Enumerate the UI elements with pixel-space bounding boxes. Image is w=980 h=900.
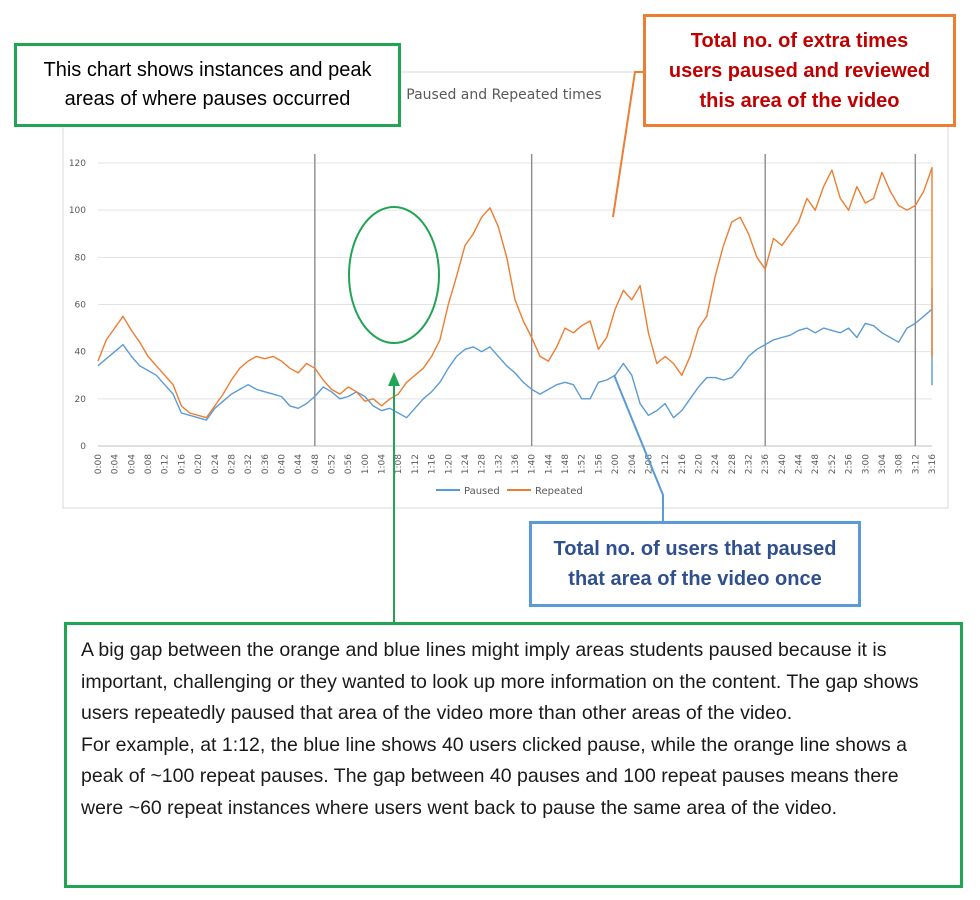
x-tick-label: 1:08 bbox=[394, 454, 404, 474]
x-tick-label: 0:00 bbox=[94, 454, 104, 474]
x-tick-label: 1:24 bbox=[461, 454, 471, 474]
y-tick-label: 80 bbox=[75, 253, 87, 263]
x-tick-label: 0:40 bbox=[277, 454, 287, 474]
x-tick-label: 3:08 bbox=[895, 454, 905, 474]
x-tick-label: 2:28 bbox=[728, 454, 738, 474]
gridlines bbox=[98, 162, 932, 447]
x-tick-label: 1:28 bbox=[478, 454, 488, 474]
y-tick-label: 120 bbox=[69, 159, 86, 169]
connector-blue bbox=[613, 374, 664, 521]
chart-title: Paused and Repeated times bbox=[406, 87, 601, 103]
x-tick-label: 2:00 bbox=[611, 454, 621, 474]
x-tick-label: 1:12 bbox=[411, 454, 421, 474]
x-tick-label: 0:16 bbox=[177, 454, 187, 474]
x-tick-label: 1:16 bbox=[428, 454, 438, 474]
x-tick-label: 0:04 bbox=[127, 454, 137, 474]
x-tick-label: 1:44 bbox=[544, 454, 554, 474]
x-tick-label: 0:32 bbox=[244, 454, 254, 474]
connector-orange bbox=[612, 71, 643, 218]
callout-paused-text: Total no. of users that paused that area… bbox=[553, 538, 837, 590]
x-tick-label: 0:56 bbox=[344, 454, 354, 474]
example-paragraph: For example, at 1:12, the blue line show… bbox=[81, 733, 907, 819]
gap-explanation-paragraph: A big gap between the orange and blue li… bbox=[81, 639, 919, 724]
x-tick-label: 0:48 bbox=[311, 454, 321, 474]
x-tick-label: 1:32 bbox=[494, 454, 504, 474]
x-tick-label: 0:52 bbox=[328, 454, 338, 474]
y-tick-label: 100 bbox=[69, 206, 86, 216]
x-axis-tick-labels: 0:00 0:04 0:04 0:08 0:12 0:16 0:20 0:24 0:28 0:32… bbox=[94, 454, 938, 474]
x-tick-label: 1:00 bbox=[361, 454, 371, 474]
x-tick-label: 0:12 bbox=[161, 454, 171, 474]
x-tick-label: 2:56 bbox=[845, 454, 855, 474]
x-tick-label: 2:36 bbox=[761, 454, 771, 474]
series-line-repeated bbox=[97, 166, 933, 419]
x-tick-label: 3:04 bbox=[878, 454, 888, 474]
connector-green bbox=[388, 372, 400, 622]
x-tick-label: 1:52 bbox=[578, 454, 588, 474]
callout-gap-explanation: A big gap between the orange and blue li… bbox=[64, 622, 963, 888]
x-tick-label: 0:20 bbox=[194, 454, 204, 474]
y-tick-label: 60 bbox=[75, 301, 87, 311]
x-tick-label: 0:04 bbox=[111, 454, 121, 474]
x-tick-label: 0:44 bbox=[294, 454, 304, 474]
callout-repeated-explanation: Total no. of extra times users paused an… bbox=[643, 14, 956, 127]
callout-chart-description-text: This chart shows instances and peak area… bbox=[43, 59, 372, 110]
x-tick-label: 2:24 bbox=[711, 454, 721, 474]
x-tick-label: 1:48 bbox=[561, 454, 571, 474]
x-tick-label: 1:56 bbox=[594, 454, 604, 474]
x-tick-label: 0:08 bbox=[144, 454, 154, 474]
x-tick-label: 2:52 bbox=[828, 454, 838, 474]
x-tick-label: 3:12 bbox=[911, 454, 921, 474]
x-tick-label: 0:24 bbox=[211, 454, 221, 474]
y-tick-label: 0 bbox=[80, 442, 86, 452]
x-tick-label: 3:00 bbox=[861, 454, 871, 474]
y-tick-label: 40 bbox=[75, 348, 87, 358]
arrowhead-icon bbox=[388, 372, 400, 386]
chart-frame bbox=[62, 71, 949, 509]
series-line-paused bbox=[97, 287, 933, 421]
y-axis-tick-labels: 0 20 40 60 80 100 120 bbox=[69, 159, 86, 452]
x-tick-label: 0:36 bbox=[261, 454, 271, 474]
x-tick-label: 2:12 bbox=[661, 454, 671, 474]
callout-paused-explanation: Total no. of users that paused that area… bbox=[529, 521, 861, 607]
x-tick-label: 1:40 bbox=[528, 454, 538, 474]
x-tick-label: 1:04 bbox=[378, 454, 388, 474]
x-tick-label: 2:32 bbox=[745, 454, 755, 474]
x-tick-label: 2:20 bbox=[694, 454, 704, 474]
series-lines bbox=[97, 166, 933, 421]
x-tick-label: 1:36 bbox=[511, 454, 521, 474]
x-tick-label: 2:48 bbox=[811, 454, 821, 474]
callout-chart-description: This chart shows instances and peak area… bbox=[14, 43, 401, 127]
legend: Paused Repeated bbox=[436, 486, 583, 497]
y-tick-label: 20 bbox=[75, 395, 87, 405]
x-tick-label: 1:20 bbox=[444, 454, 454, 474]
x-tick-label: 0:28 bbox=[227, 454, 237, 474]
x-tick-label: 2:16 bbox=[678, 454, 688, 474]
callout-repeated-text: Total no. of extra times users paused an… bbox=[668, 29, 931, 112]
x-tick-label: 2:40 bbox=[778, 454, 788, 474]
x-tick-label: 2:44 bbox=[795, 454, 805, 474]
legend-label-repeated: Repeated bbox=[535, 486, 583, 497]
x-tick-label: 3:16 bbox=[928, 454, 938, 474]
legend-label-paused: Paused bbox=[464, 486, 500, 497]
x-tick-label: 2:04 bbox=[628, 454, 638, 474]
peak-highlight-ellipse bbox=[348, 206, 440, 344]
